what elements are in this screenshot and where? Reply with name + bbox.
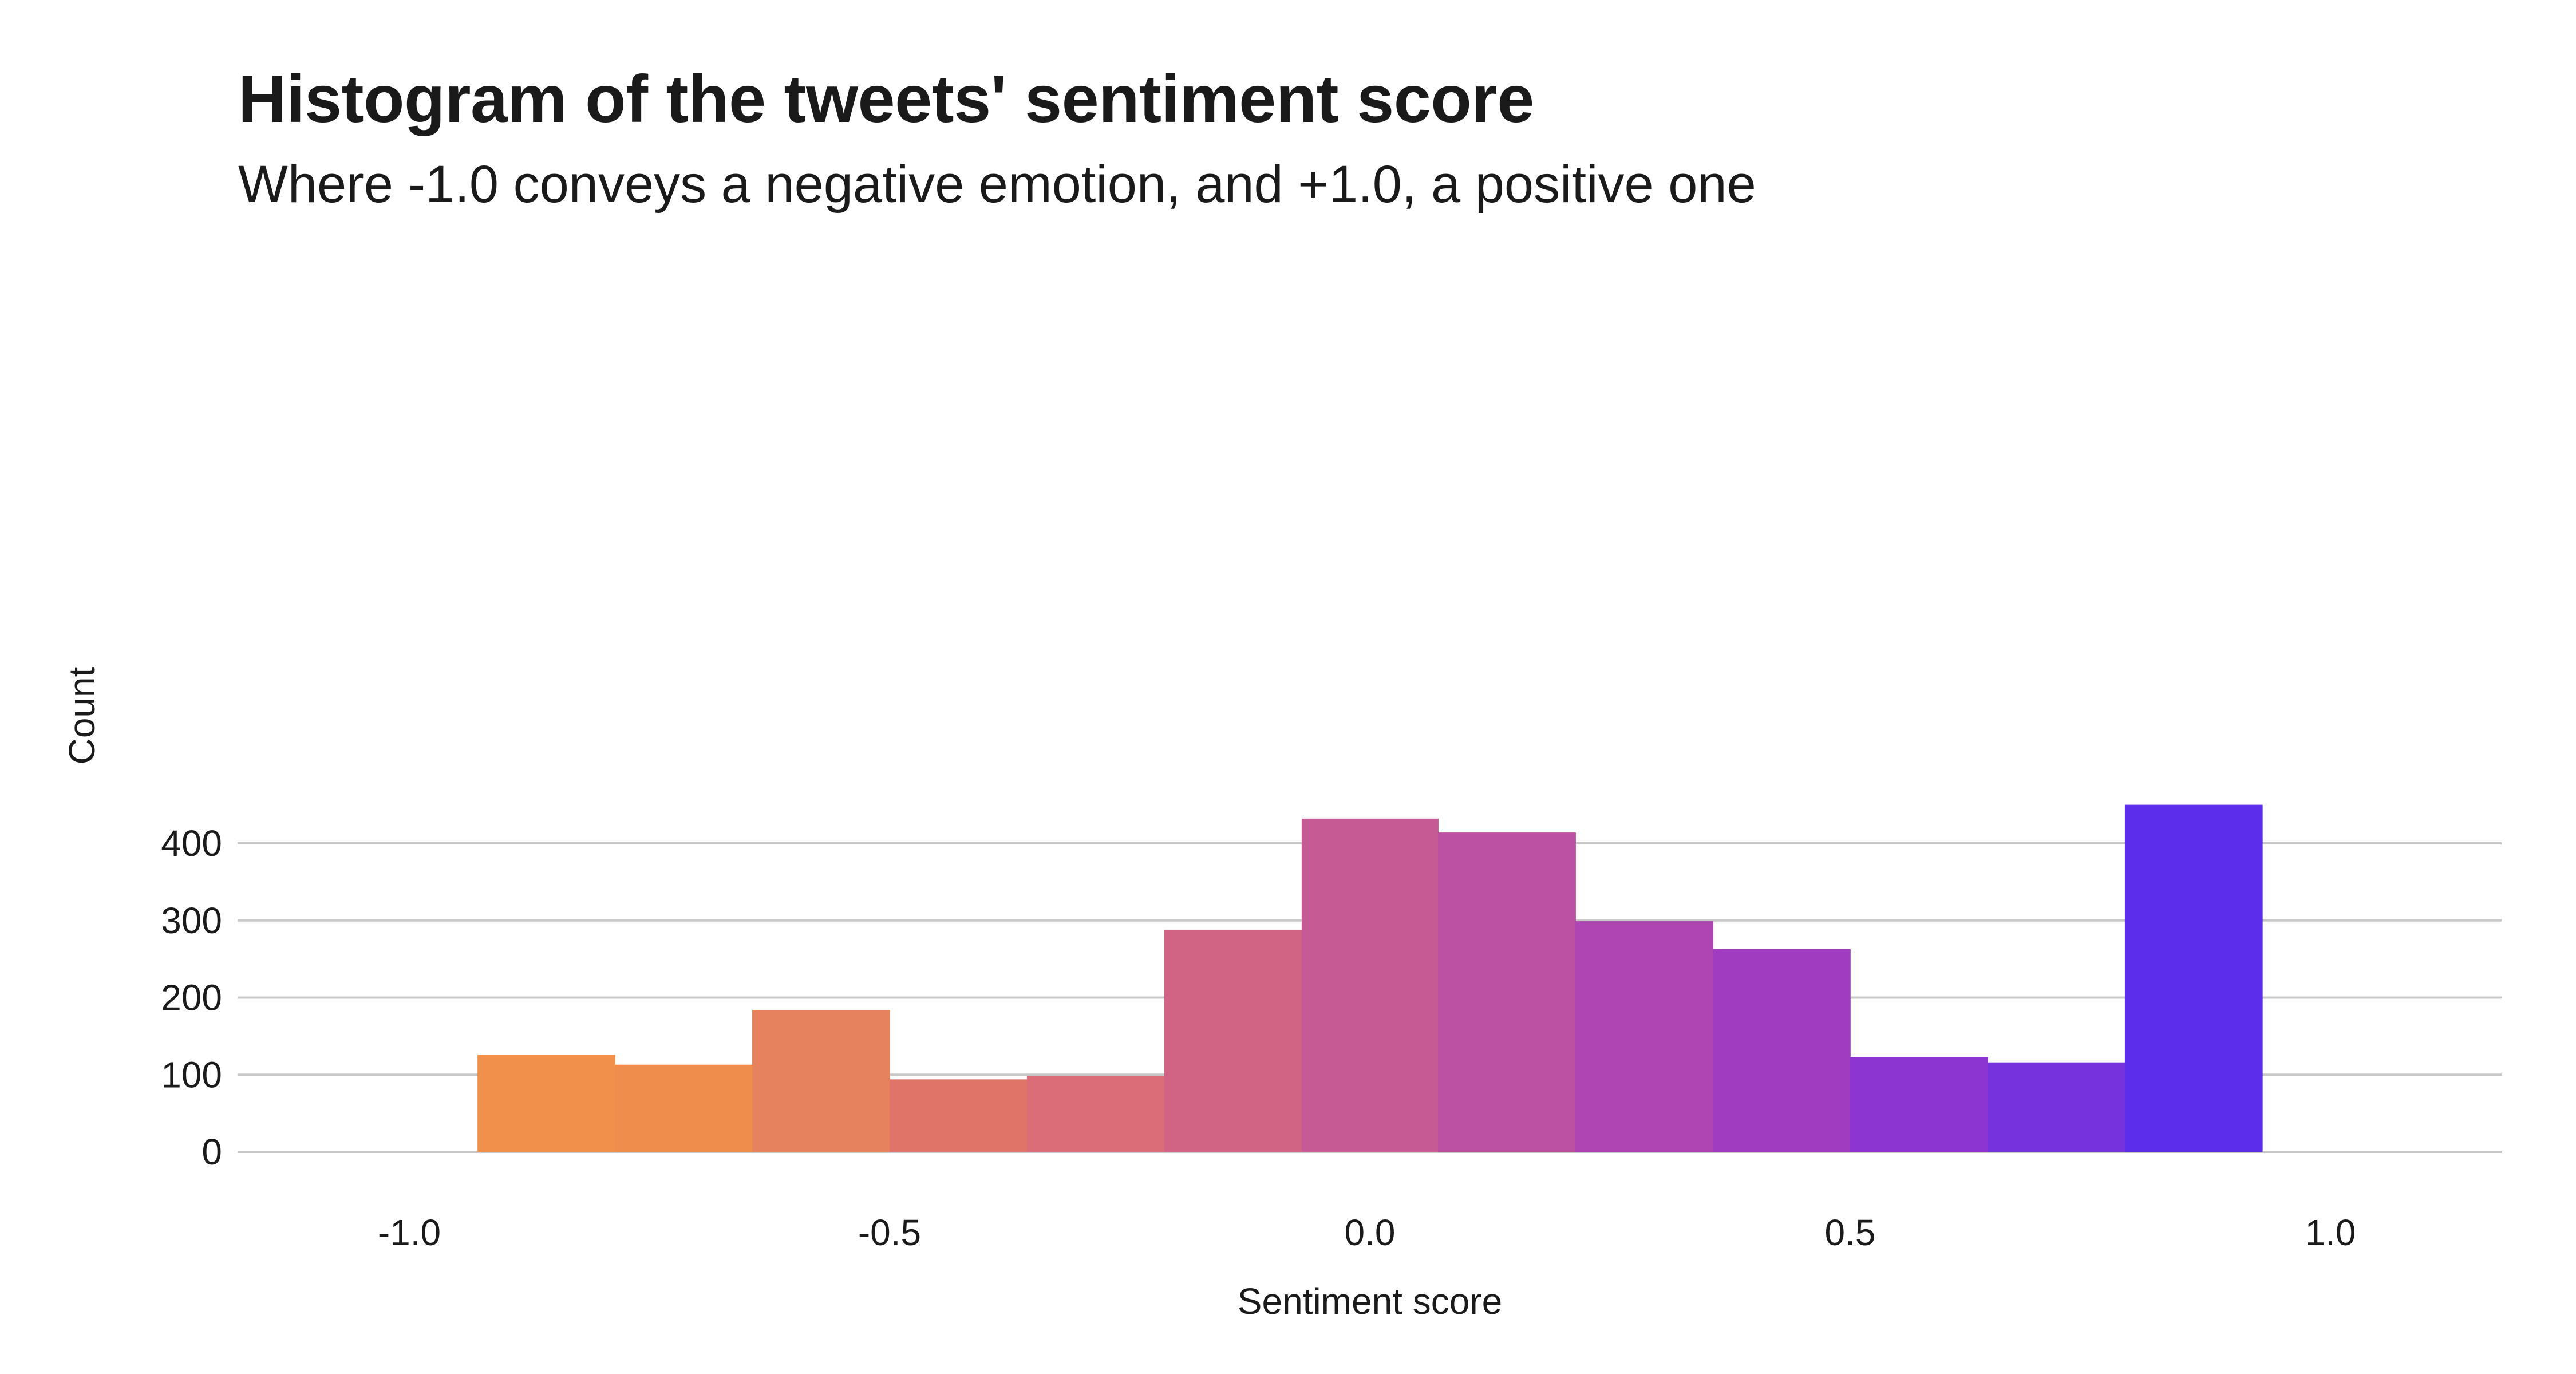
y-tick-label: 300 (161, 900, 222, 941)
histogram-bar (1164, 929, 1302, 1152)
histogram-bar (1301, 818, 1439, 1152)
x-axis-label: Sentiment score (1238, 1281, 1502, 1322)
histogram-bar (615, 1064, 753, 1152)
y-tick-label: 200 (161, 977, 222, 1018)
histogram-bar (2124, 804, 2263, 1152)
x-tick-label: -0.5 (858, 1212, 921, 1253)
histogram-bar (1713, 949, 1851, 1152)
histogram-bar (1575, 921, 1713, 1152)
chart-subtitle: Where -1.0 conveys a negative emotion, a… (238, 155, 1756, 214)
histogram-bar (477, 1055, 615, 1152)
y-axis-ticks: 0 100 200 300 400 (161, 823, 222, 1172)
histogram-bar (890, 1079, 1028, 1152)
histogram-bar (1438, 832, 1576, 1152)
histogram-bar (1850, 1057, 1988, 1152)
y-axis-label: Count (61, 666, 102, 764)
x-tick-label: 0.0 (1345, 1212, 1396, 1253)
y-tick-label: 0 (202, 1131, 222, 1172)
x-tick-label: -1.0 (378, 1212, 441, 1253)
histogram-bar (752, 1010, 890, 1152)
histogram-bar (1026, 1076, 1165, 1152)
y-tick-label: 400 (161, 823, 222, 864)
x-tick-label: 0.5 (1825, 1212, 1876, 1253)
x-tick-label: 1.0 (2305, 1212, 2356, 1253)
chart-title: Histogram of the tweets' sentiment score (238, 61, 1534, 136)
y-tick-label: 100 (161, 1054, 222, 1095)
x-axis-ticks: -1.0 -0.5 0.0 0.5 1.0 (378, 1212, 2356, 1253)
histogram-bars (477, 804, 2263, 1152)
histogram-bar (1987, 1062, 2125, 1152)
